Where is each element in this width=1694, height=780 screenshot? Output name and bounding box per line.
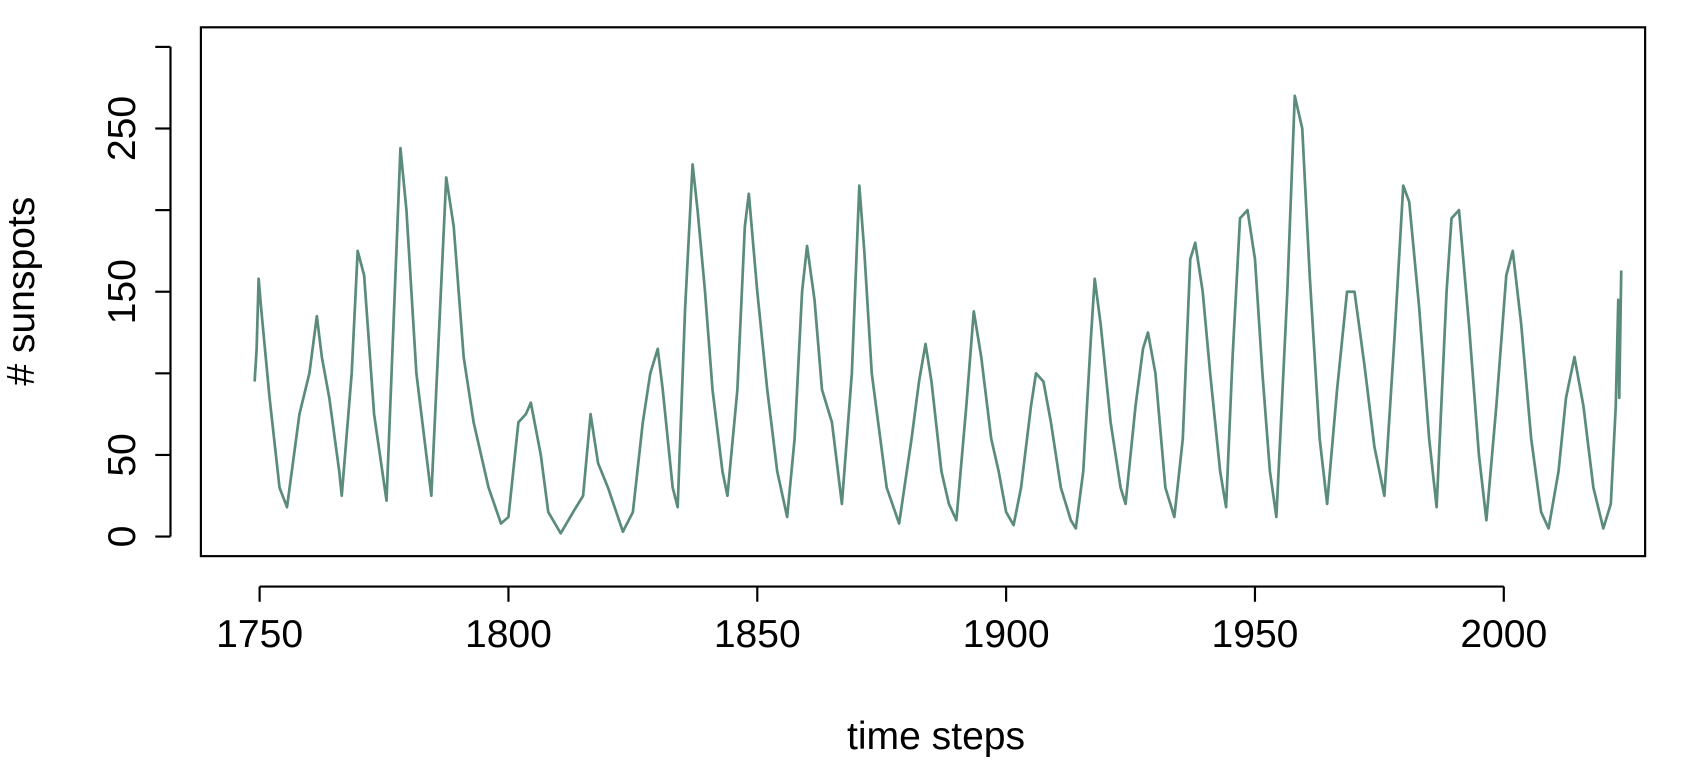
x-axis-label: time steps — [847, 715, 1025, 758]
x-tick-label: 1750 — [216, 613, 303, 656]
x-tick-label: 1800 — [465, 613, 552, 656]
x-tick-label: 2000 — [1460, 613, 1547, 656]
x-tick-label: 1900 — [963, 613, 1050, 656]
series-line — [253, 94, 1623, 535]
y-tick-label: 150 — [101, 259, 144, 324]
y-tick-label: 0 — [101, 526, 144, 548]
x-tick-label: 1950 — [1211, 613, 1298, 656]
y-tick-label: 250 — [101, 96, 144, 161]
y-tick-label: 50 — [101, 433, 144, 476]
y-axis-label: # sunspots — [0, 197, 43, 386]
plot-box — [199, 26, 1647, 558]
x-tick-label: 1850 — [714, 613, 801, 656]
